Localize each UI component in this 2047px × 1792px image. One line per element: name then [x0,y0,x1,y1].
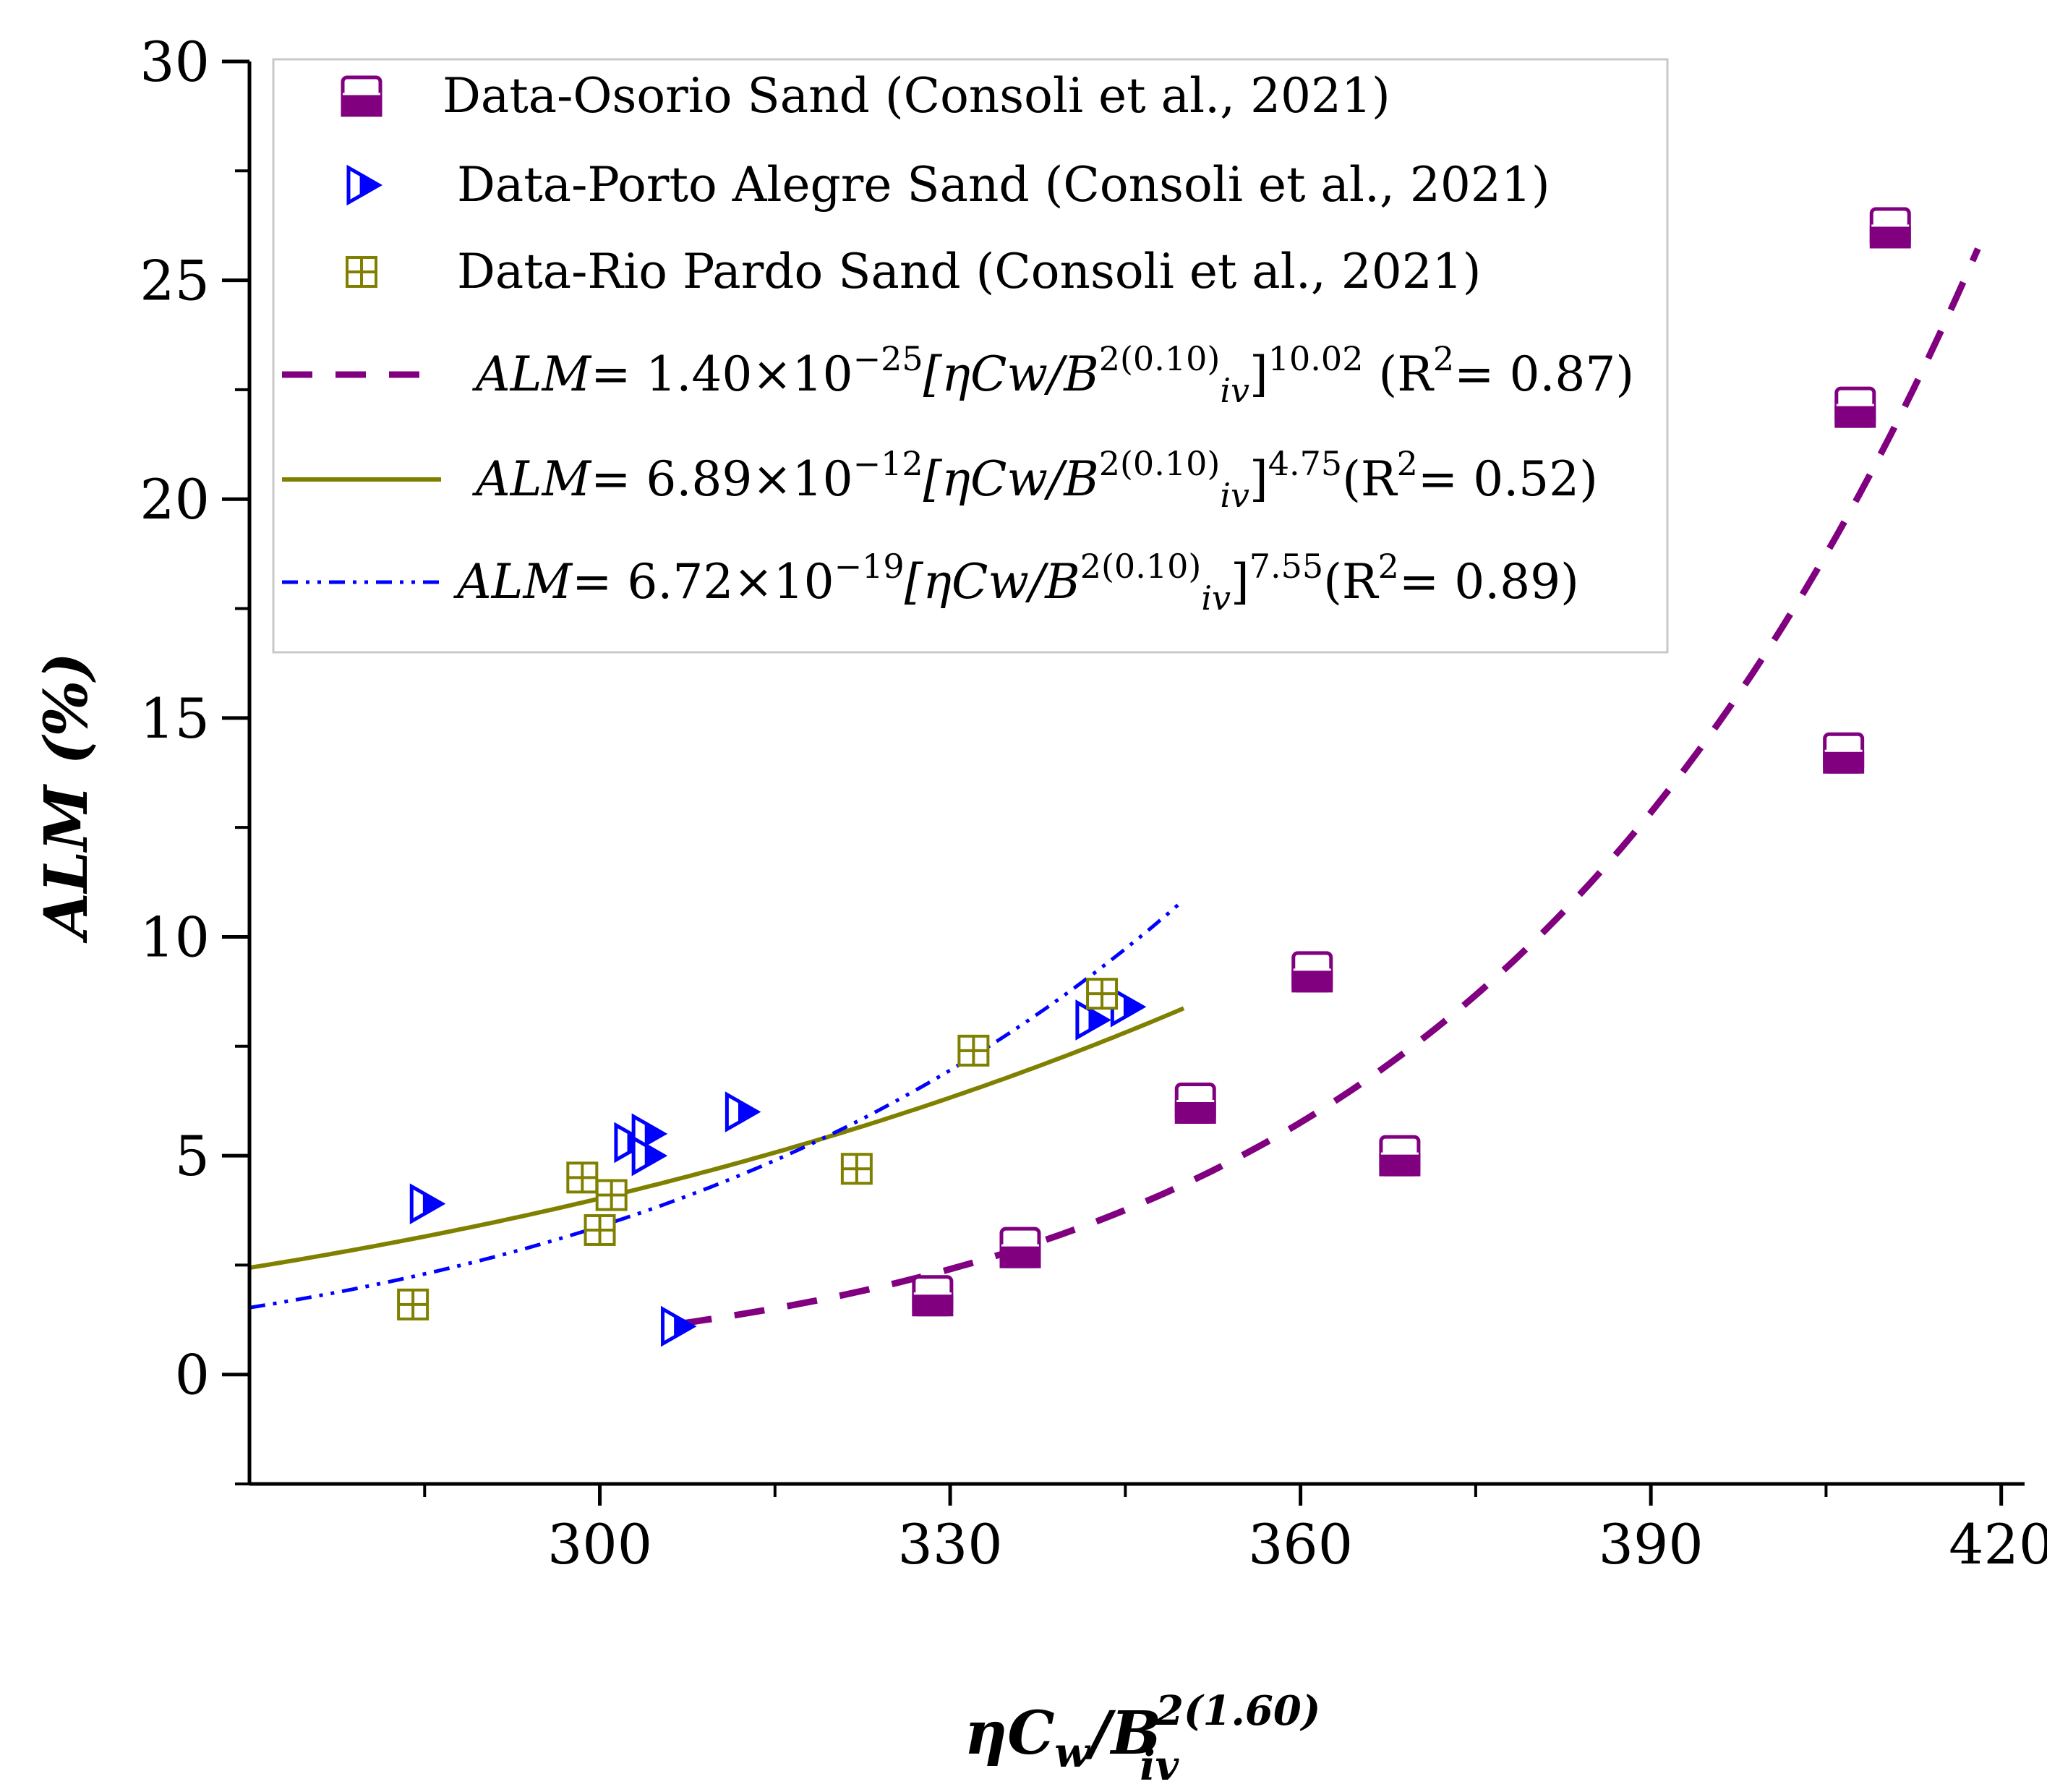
y-tick-label-30: 30 [140,30,210,94]
legend-fit-label-0: ALM= 1.40×10−25[ηCw/B2(0.10)iv]10.02 (R2… [471,339,1634,410]
data-point-s1-5 [725,1091,761,1132]
data-point-s1-0 [409,1183,446,1224]
legend-marker-0 [341,75,383,117]
data-point-s0-7 [1869,207,1911,249]
data-point-s2-3 [595,1179,628,1211]
data-point-s0-6 [1834,386,1876,428]
x-axis-title: ηCw/B2(1.60) iv [965,1687,1321,1790]
data-point-s2-6 [1086,978,1119,1010]
data-point-s2-5 [957,1034,990,1067]
data-point-s0-1 [999,1226,1041,1268]
fit-curve-1 [249,1006,1185,1271]
y-tick-label-20: 20 [140,467,210,532]
legend-fit-label-1: ALM= 6.89×10−12[ηCw/B2(0.10)iv]4.75(R2= … [471,444,1598,515]
y-tick-label-25: 25 [140,249,210,313]
fit-curve-0 [680,247,1981,1327]
x-tick-label-420: 420 [1949,1512,2047,1576]
data-point-s2-4 [840,1153,873,1185]
x-tick-label-300: 300 [547,1512,652,1576]
ticks: 300 330 360 390 420 0 5 10 15 20 25 30 [140,30,2047,1576]
data-point-s1-3 [631,1135,668,1177]
data-point-s0-2 [1174,1082,1216,1124]
data-point-s2-2 [584,1213,616,1246]
legend-label-0: Data-Osorio Sand (Consoli et al., 2021) [443,68,1390,124]
y-axis-title: ALM (%) [32,652,101,944]
legend-fit-label-2: ALM= 6.72×10−19[ηCw/B2(0.10)iv]7.55(R2= … [453,547,1579,618]
x-tick-label-330: 330 [898,1512,1003,1576]
x-tick-label-360: 360 [1248,1512,1353,1576]
y-tick-label-0: 0 [175,1343,210,1407]
data-point-s0-5 [1823,732,1865,774]
data-point-s1-6 [1075,999,1111,1041]
y-tick-label-15: 15 [140,686,210,751]
fit-curves [249,247,1981,1327]
y-tick-label-10: 10 [140,905,210,969]
data-point-s0-0 [912,1275,954,1317]
data-point-s2-1 [566,1161,599,1194]
legend-label-2: Data-Rio Pardo Sand (Consoli et al., 202… [457,244,1482,299]
fit-curve-2 [249,898,1185,1310]
y-tick-label-5: 5 [175,1124,210,1188]
data-point-s2-0 [397,1288,430,1320]
legend-label-1: Data-Porto Alegre Sand (Consoli et al., … [457,157,1550,213]
data-markers [397,207,1911,1347]
legend-marker-1 [346,164,383,206]
data-point-s0-3 [1291,951,1333,993]
data-point-s1-4 [661,1305,697,1347]
legend: Data-Osorio Sand (Consoli et al., 2021) D… [272,58,1669,654]
legend-marker-2 [346,256,377,288]
legend-box [272,58,1669,654]
x-tick-label-390: 390 [1599,1512,1704,1576]
data-point-s0-4 [1379,1135,1421,1177]
axes [247,61,2025,1486]
